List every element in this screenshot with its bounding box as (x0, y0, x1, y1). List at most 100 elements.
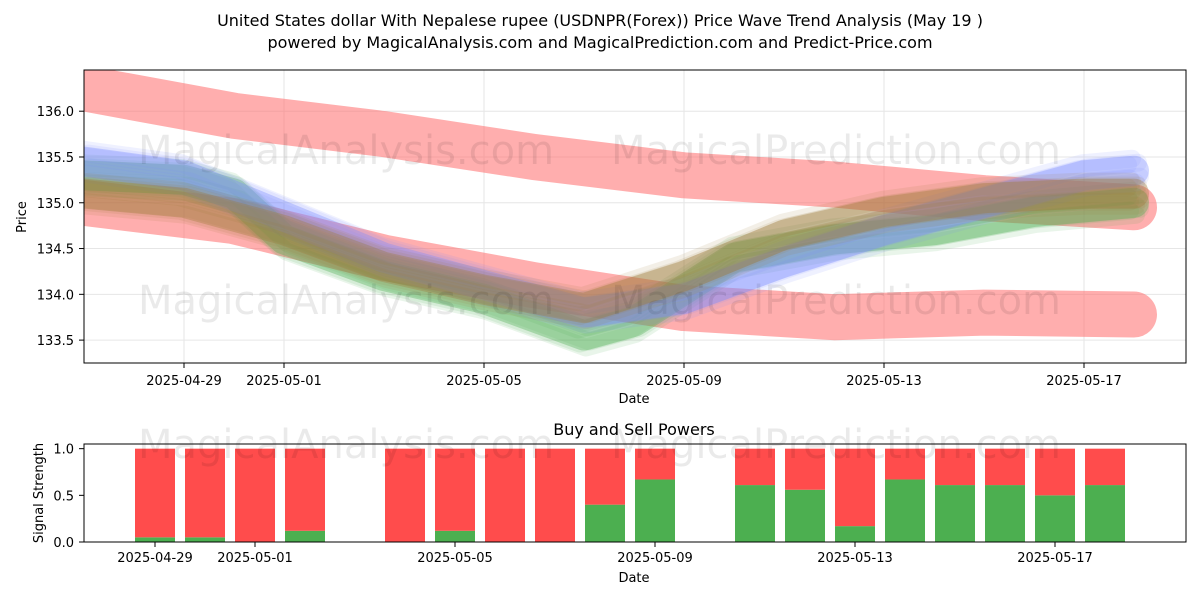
x-tick-label: 2025-05-01 (217, 551, 293, 566)
y-tick-label: 136.0 (37, 105, 74, 120)
wave-line (84, 158, 1147, 337)
wave-line (84, 178, 1149, 324)
sell-bar (385, 448, 425, 542)
chart-subtitle: powered by MagicalAnalysis.com and Magic… (267, 33, 932, 52)
wave-line (84, 154, 1141, 333)
buy-bar (985, 485, 1025, 542)
wave-line (84, 158, 1149, 328)
sell-bar (235, 448, 275, 542)
x-tick-label: 2025-05-13 (817, 551, 893, 566)
watermark-group-top: MagicalAnalysis.com MagicalPrediction.co… (138, 128, 1061, 324)
wave-line (84, 144, 1147, 314)
sell-bar (885, 448, 925, 480)
price-plot-border (83, 69, 1187, 364)
power-plot-border (83, 443, 1187, 543)
sell-bar (835, 448, 875, 527)
wave-line (84, 140, 1141, 310)
y-tick-label: 0.0 (53, 536, 74, 551)
x-tick-label: 2025-05-17 (1046, 374, 1122, 389)
y-tick-label: 135.0 (37, 197, 74, 212)
wave-line (84, 190, 1149, 324)
wave-line (84, 178, 1137, 312)
power-x-axis: 2025-04-29 2025-05-01 2025-05-05 2025-05-09… (117, 542, 1093, 566)
x-tick-label: 2025-05-17 (1017, 551, 1093, 566)
chart-title: United States dollar With Nepalese rupee… (217, 11, 983, 30)
sell-bar (585, 448, 625, 505)
power-title: Buy and Sell Powers (553, 420, 715, 439)
y-tick-label: 0.5 (53, 489, 74, 504)
buy-bar (1035, 495, 1075, 542)
trend-band (84, 179, 1157, 341)
buy-bar (885, 479, 925, 542)
sell-bar (1035, 448, 1075, 496)
price-panel: MagicalAnalysis.com MagicalPrediction.co… (15, 69, 1187, 407)
wave-line (84, 172, 1141, 306)
price-x-label: Date (618, 392, 649, 407)
power-panel: Buy and Sell Powers MagicalAnalysis.com … (32, 420, 1187, 586)
wave-line (84, 147, 1137, 316)
y-tick-label: 134.0 (37, 288, 74, 303)
watermark-text: MagicalAnalysis.com (138, 128, 554, 174)
power-y-axis: 0.0 0.5 1.0 (53, 443, 84, 551)
buy-bar (935, 485, 975, 542)
price-x-axis: 2025-04-29 2025-05-01 2025-05-05 2025-05-09… (146, 363, 1122, 389)
price-y-label: Price (15, 201, 30, 233)
wave-line (84, 196, 1145, 330)
wave-line (84, 160, 1149, 351)
buy-bar (785, 489, 825, 542)
watermark-text: MagicalPrediction.com (611, 422, 1061, 468)
sell-bar (935, 448, 975, 486)
watermark-text: MagicalAnalysis.com (138, 278, 554, 324)
watermark-text: MagicalAnalysis.com (138, 422, 554, 468)
sell-bar (1085, 448, 1125, 486)
power-y-label: Signal Strength (32, 443, 47, 543)
y-tick-label: 134.5 (37, 243, 74, 258)
wave-line (84, 160, 1137, 339)
sell-bar (785, 448, 825, 490)
wave-line (84, 192, 1139, 326)
buy-bar (135, 537, 175, 542)
wave-line (84, 146, 1149, 328)
sell-bar (185, 448, 225, 538)
y-tick-label: 133.5 (37, 334, 74, 349)
x-tick-label: 2025-05-05 (417, 551, 493, 566)
y-tick-label: 135.5 (37, 151, 74, 166)
wave-line (84, 161, 1139, 330)
buy-bar (835, 526, 875, 542)
buy-bar (1085, 485, 1125, 542)
x-tick-label: 2025-04-29 (146, 374, 222, 389)
sell-bar (485, 448, 525, 542)
wave-line (84, 176, 1147, 310)
x-tick-label: 2025-05-09 (646, 374, 722, 389)
price-marks (84, 70, 1157, 357)
buy-bar (735, 485, 775, 542)
buy-bar (585, 504, 625, 542)
wave-line (84, 174, 1139, 353)
watermark-text: MagicalPrediction.com (611, 128, 1061, 174)
x-tick-label: 2025-05-05 (446, 374, 522, 389)
trend-band (84, 70, 1157, 231)
buy-bar (285, 530, 325, 542)
power-marks (135, 448, 1125, 542)
x-tick-label: 2025-05-01 (246, 374, 322, 389)
buy-bar (435, 530, 475, 542)
y-tick-label: 1.0 (53, 443, 74, 458)
buy-bar (635, 479, 675, 542)
sell-bar (435, 448, 475, 531)
buy-bar (185, 537, 225, 542)
sell-bar (535, 448, 575, 542)
wave-line (84, 164, 1145, 334)
sell-bar (135, 448, 175, 538)
sell-bar (985, 448, 1025, 486)
watermark-text: MagicalPrediction.com (611, 278, 1061, 324)
sell-bar (635, 448, 675, 480)
power-x-label: Date (618, 571, 649, 586)
sell-bar (735, 448, 775, 486)
x-tick-label: 2025-05-09 (617, 551, 693, 566)
x-tick-label: 2025-05-13 (846, 374, 922, 389)
wave-line (84, 172, 1149, 351)
watermark-group-bottom: MagicalAnalysis.com MagicalPrediction.co… (138, 422, 1061, 468)
x-tick-label: 2025-04-29 (117, 551, 193, 566)
wave-line (84, 178, 1145, 357)
